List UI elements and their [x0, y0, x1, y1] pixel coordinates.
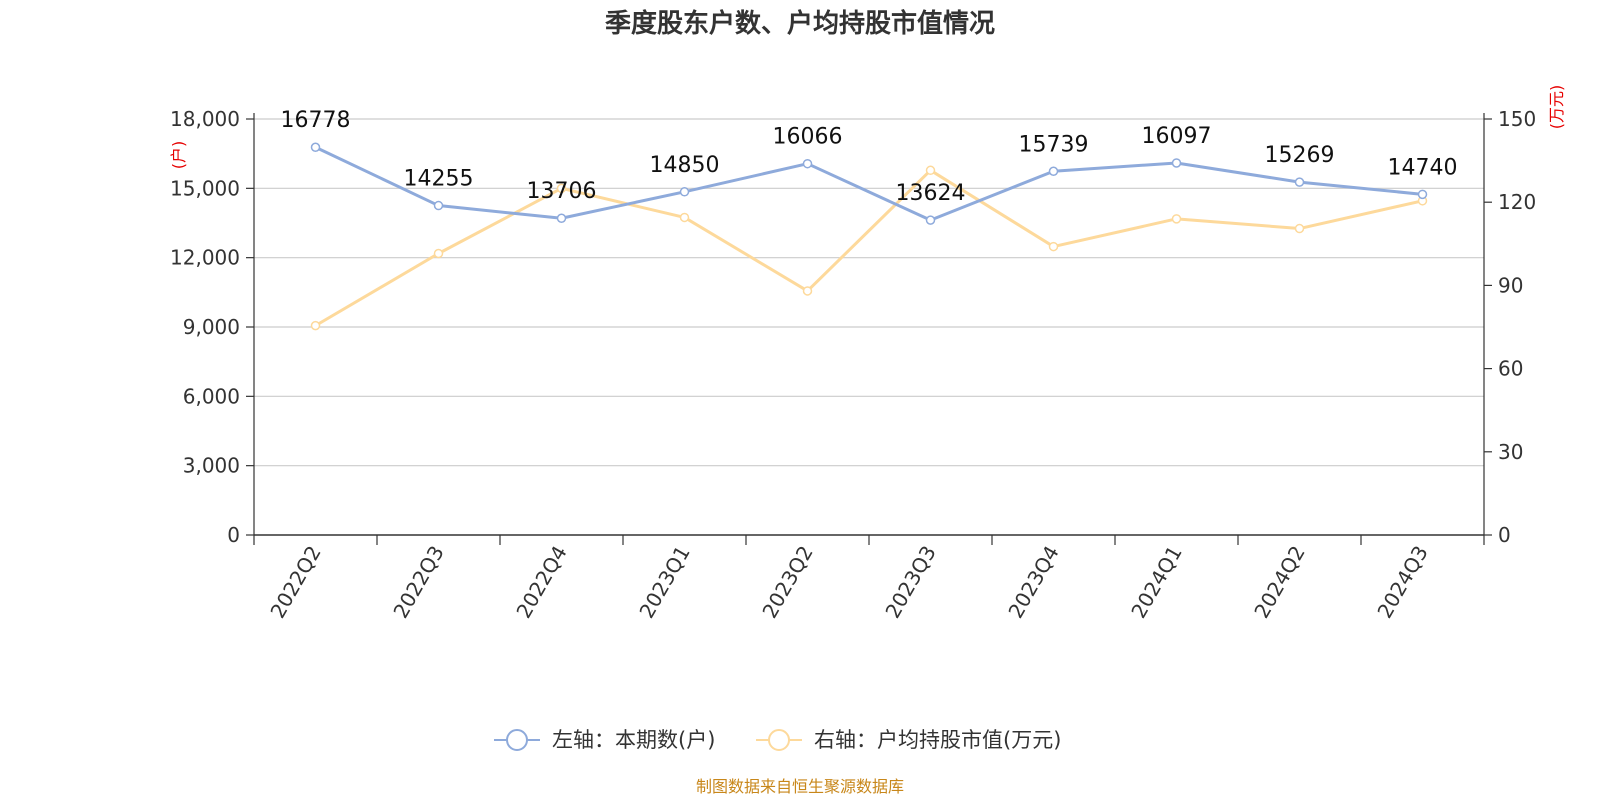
data-point-left	[925, 215, 936, 225]
x-tick-label: 2022Q3	[388, 542, 448, 623]
source-note: 制图数据来自恒生聚源数据库	[696, 777, 904, 796]
right-tick-label: 150	[1498, 107, 1536, 131]
data-point-right	[433, 248, 444, 259]
data-point-left	[310, 142, 321, 152]
left-tick-label: 0	[227, 523, 240, 547]
left-tick-label: 3,000	[183, 454, 240, 478]
grid	[254, 118, 1484, 467]
data-point-left	[1417, 189, 1428, 200]
x-tick-label: 2022Q4	[511, 542, 571, 623]
x-tick-label: 2023Q1	[634, 542, 694, 623]
right-tick-label: 30	[1498, 440, 1523, 464]
left-tick-label: 15,000	[170, 176, 240, 200]
data-label: 16066	[773, 125, 843, 150]
legend-item-left[interactable]: 左轴：本期数(户)	[494, 728, 715, 752]
legend-label-left: 左轴：本期数(户)	[552, 728, 715, 752]
right-tick-label: 120	[1498, 190, 1536, 214]
x-tick-label: 2022Q2	[265, 542, 325, 623]
data-label: 14740	[1388, 155, 1458, 180]
chart-title: 季度股东户数、户均持股市值情况	[605, 8, 995, 39]
right-axis-unit: (万元)	[1547, 85, 1566, 130]
x-tick-label: 2023Q2	[757, 542, 817, 623]
data-label: 16778	[281, 108, 351, 133]
right-tick-label: 90	[1498, 273, 1523, 297]
series-line-right	[314, 168, 1423, 327]
data-label: 13706	[527, 179, 597, 204]
legend-label-right: 右轴：户均持股市值(万元)	[814, 728, 1061, 752]
data-label: 14255	[404, 167, 474, 192]
data-labels: 16778 14255 13706 14850 16066 13624 15739 16097…	[281, 108, 1458, 206]
data-point-left	[556, 213, 567, 223]
data-point-right	[925, 165, 936, 176]
data-point-right	[679, 212, 690, 223]
data-label: 14850	[650, 153, 720, 178]
left-axis-unit: (户)	[169, 141, 188, 170]
data-point-left	[802, 158, 813, 169]
data-point-right	[1171, 214, 1182, 224]
legend-marker-left	[506, 729, 528, 751]
left-tick-label: 18,000	[170, 107, 240, 131]
data-label: 15739	[1019, 132, 1089, 157]
data-point-left	[1171, 158, 1182, 168]
x-tick-label: 2024Q1	[1126, 542, 1186, 623]
series-layer	[310, 142, 1428, 331]
legend: 左轴：本期数(户) 右轴：户均持股市值(万元)	[494, 728, 1061, 752]
data-point-right	[310, 320, 321, 331]
x-tick-label: 2024Q3	[1372, 542, 1432, 623]
data-point-left	[679, 187, 690, 197]
x-tick-label: 2023Q4	[1003, 542, 1063, 623]
series-line-left	[314, 145, 1423, 222]
data-label: 15269	[1265, 143, 1335, 168]
legend-marker-right	[768, 729, 790, 751]
right-tick-label: 60	[1498, 357, 1523, 381]
data-point-left	[1294, 177, 1305, 187]
data-point-right	[1048, 241, 1059, 252]
data-point-right	[802, 286, 813, 296]
data-label: 13624	[896, 181, 966, 206]
data-point-left	[1048, 166, 1059, 177]
data-point-left	[433, 200, 444, 211]
data-point-right	[556, 183, 567, 194]
data-label: 16097	[1142, 124, 1212, 149]
legend-item-right[interactable]: 右轴：户均持股市值(万元)	[756, 728, 1061, 752]
data-point-right	[1294, 223, 1305, 234]
left-tick-label: 12,000	[170, 246, 240, 270]
x-tick-label: 2023Q3	[880, 542, 940, 623]
left-tick-label: 6,000	[183, 384, 240, 408]
left-tick-label: 9,000	[183, 315, 240, 339]
x-tick-label: 2024Q2	[1249, 542, 1309, 623]
right-tick-label: 0	[1498, 523, 1511, 547]
